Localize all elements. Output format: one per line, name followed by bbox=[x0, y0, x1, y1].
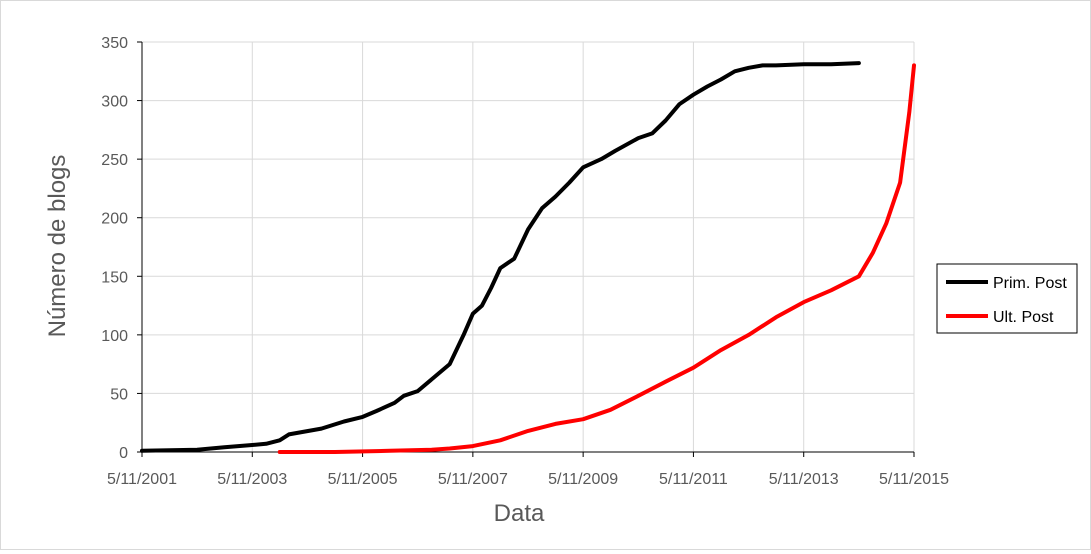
series-line-1 bbox=[140, 61, 861, 453]
gridlines bbox=[142, 41, 915, 452]
legend-box bbox=[936, 263, 1078, 334]
y-tick-label: 350 bbox=[101, 35, 128, 52]
y-tick-label: 200 bbox=[101, 211, 128, 228]
legend[interactable]: Prim. Post Ult. Post bbox=[936, 263, 1078, 334]
x-tick-label: 5/11/2007 bbox=[438, 471, 508, 488]
series-lines bbox=[140, 61, 916, 454]
y-tick-label: 100 bbox=[101, 328, 128, 345]
y-tick-label: 300 bbox=[101, 94, 128, 111]
y-tick-label: 250 bbox=[101, 152, 128, 169]
x-tick-label: 5/11/2005 bbox=[328, 471, 398, 488]
y-tick-label: 0 bbox=[119, 445, 128, 462]
x-tick-label: 5/11/2015 bbox=[879, 471, 949, 488]
y-tick-label: 50 bbox=[110, 386, 128, 403]
y-axis-label: Número de blogs bbox=[44, 155, 71, 338]
axes bbox=[137, 41, 915, 457]
x-tick-label: 5/11/2003 bbox=[217, 471, 287, 488]
legend-label: Ult. Post bbox=[993, 309, 1054, 326]
x-tick-labels: 5/11/2001 5/11/2003 5/11/2005 5/11/2007 5/11… bbox=[107, 471, 949, 488]
legend-label: Prim. Post bbox=[993, 275, 1067, 292]
x-tick-label: 5/11/2009 bbox=[548, 471, 618, 488]
y-tick-labels: 0 50 100 150 200 250 300 350 bbox=[101, 35, 128, 462]
series-line-2 bbox=[277, 63, 916, 454]
x-axis-label: Data bbox=[494, 500, 545, 527]
x-tick-label: 5/11/2001 bbox=[107, 471, 177, 488]
y-tick-label: 150 bbox=[101, 269, 128, 286]
x-tick-label: 5/11/2013 bbox=[769, 471, 839, 488]
x-tick-label: 5/11/2011 bbox=[659, 471, 728, 488]
